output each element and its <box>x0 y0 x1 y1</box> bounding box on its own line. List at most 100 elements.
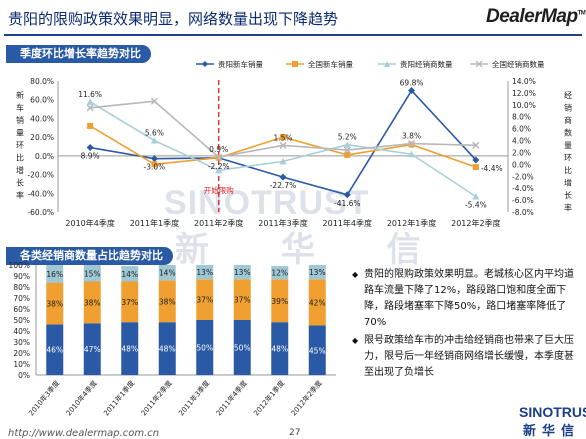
category-tick-label: 2011年3季度 <box>258 218 307 228</box>
bar-segment-1 <box>271 322 289 375</box>
data-point <box>86 104 94 112</box>
bar-segment-2 <box>46 282 64 325</box>
chart2-banner: 各类经销商数量占比趋势对比 <box>6 247 173 265</box>
bar-segment-3 <box>46 265 64 283</box>
bar-value-label: 37% <box>196 296 213 305</box>
data-point <box>344 151 351 158</box>
data-point <box>408 141 415 148</box>
data-label: -2.2% <box>208 162 230 171</box>
legend-label: 全国经销商数量 <box>492 59 545 69</box>
data-label: -4.4% <box>481 164 503 173</box>
y-tick-label: 10% <box>13 360 30 369</box>
category-tick-label: 2012年2季度 <box>289 379 324 418</box>
bar-segment-1 <box>121 322 139 375</box>
legend-marker <box>292 61 298 67</box>
right-tick-label: 10.0% <box>512 101 536 110</box>
data-point <box>280 134 286 141</box>
bar-segment-3 <box>196 265 214 280</box>
data-point <box>343 191 351 199</box>
left-tick-label: 80.0% <box>30 77 54 86</box>
left-tick-label: 60.0% <box>30 96 54 105</box>
data-point <box>215 166 223 174</box>
bar-value-label: 47% <box>84 345 101 354</box>
y-tick-label: 90% <box>13 272 30 281</box>
category-tick-label: 2011年2季度 <box>194 218 243 228</box>
left-tick-label: -60.0% <box>27 208 54 217</box>
data-point <box>86 98 94 105</box>
bar-segment-2 <box>83 281 101 324</box>
bar-segment-2 <box>233 279 251 320</box>
bar-value-label: 37% <box>121 298 138 307</box>
category-tick-label: 2011年4季度 <box>214 379 249 418</box>
data-point <box>151 161 158 168</box>
diamond-bullet-icon: ◆ <box>352 336 359 345</box>
bar-value-label: 38% <box>84 298 101 307</box>
sinotrust-logo-chinese: 新华信 <box>523 424 581 439</box>
bar-segment-2 <box>308 279 326 326</box>
left-tick-label: 20.0% <box>30 133 54 142</box>
right-tick-label: -4.0% <box>512 184 534 193</box>
bar-segment-3 <box>233 265 251 280</box>
bullet-text: 贵阳的限购政策效果明显。老城核心区内平均道路车流量下降了12%，路段路口饱和度全… <box>364 269 574 328</box>
watermark-chinese: 新 华 信 <box>175 230 451 270</box>
bar-segment-2 <box>158 280 176 323</box>
right-tick-label: -2.0% <box>512 172 534 181</box>
bar-value-label: 50% <box>196 344 213 353</box>
data-point <box>472 164 479 171</box>
y-tick-label: 30% <box>13 338 30 347</box>
category-tick-label: 2011年3季度 <box>177 379 212 418</box>
data-point <box>279 141 287 149</box>
bar-value-label: 48% <box>271 345 288 354</box>
bar-segment-1 <box>158 322 176 375</box>
footer-url: http://www.dealermap.com.cn <box>8 428 160 439</box>
bar-value-label: 50% <box>234 344 251 353</box>
bar-value-label: 48% <box>159 345 176 354</box>
y-tick-label: 50% <box>13 316 30 325</box>
category-tick-label: 2011年4季度 <box>323 218 372 228</box>
bar-segment-3 <box>83 265 101 282</box>
data-point <box>472 141 480 149</box>
bullet-list: ◆ 贵阳的限购政策效果明显。老城核心区内平均道路车流量下降了12%，路段路口饱和度… <box>352 267 580 383</box>
right-tick-label: 2.0% <box>512 148 531 157</box>
category-tick-label: 2010年4季度 <box>65 218 114 228</box>
data-label: -22.7% <box>270 181 297 190</box>
data-point <box>87 122 94 129</box>
left-tick-label: -20.0% <box>27 171 54 180</box>
category-tick-label: 2012年1季度 <box>252 379 287 418</box>
legend-label: 贵阳新车销量 <box>218 59 263 69</box>
right-tick-label: 4.0% <box>512 137 531 146</box>
right-tick-label: 6.0% <box>512 125 531 134</box>
bar-value-label: 42% <box>309 298 326 307</box>
data-point <box>343 146 351 154</box>
data-point <box>472 193 480 200</box>
data-point <box>343 141 351 148</box>
bar-value-label: 38% <box>46 300 63 309</box>
category-tick-label: 2010年4季度 <box>64 379 99 418</box>
data-point <box>86 144 94 152</box>
y-tick-label: 70% <box>13 294 30 303</box>
right-tick-label: 8.0% <box>512 113 531 122</box>
y-tick-label: 0% <box>18 371 30 380</box>
category-tick-label: 2012年2季度 <box>451 218 500 228</box>
data-point <box>150 155 158 163</box>
bar-value-label: 48% <box>121 345 138 354</box>
bar-segment-3 <box>308 265 326 280</box>
legend-label: 贵阳经销商数量 <box>400 59 453 69</box>
bar-value-label: 16% <box>46 270 63 279</box>
data-point <box>408 139 416 148</box>
data-point <box>408 87 416 95</box>
right-axis-title: 经销商数量环比增长率 <box>564 90 572 213</box>
data-point <box>472 156 480 164</box>
bar-value-label: 46% <box>46 346 63 355</box>
legend-marker <box>384 61 390 67</box>
data-point <box>408 150 416 158</box>
left-tick-label: -40.0% <box>27 189 54 198</box>
bar-value-label: 13% <box>234 268 251 277</box>
left-axis-title: 新车销量环比增长率 <box>16 90 24 200</box>
category-tick-label: 2011年1季度 <box>102 379 137 418</box>
bar-value-label: 38% <box>159 297 176 306</box>
data-point <box>150 97 158 105</box>
bar-segment-2 <box>196 279 214 320</box>
y-tick-label: 60% <box>13 305 30 314</box>
